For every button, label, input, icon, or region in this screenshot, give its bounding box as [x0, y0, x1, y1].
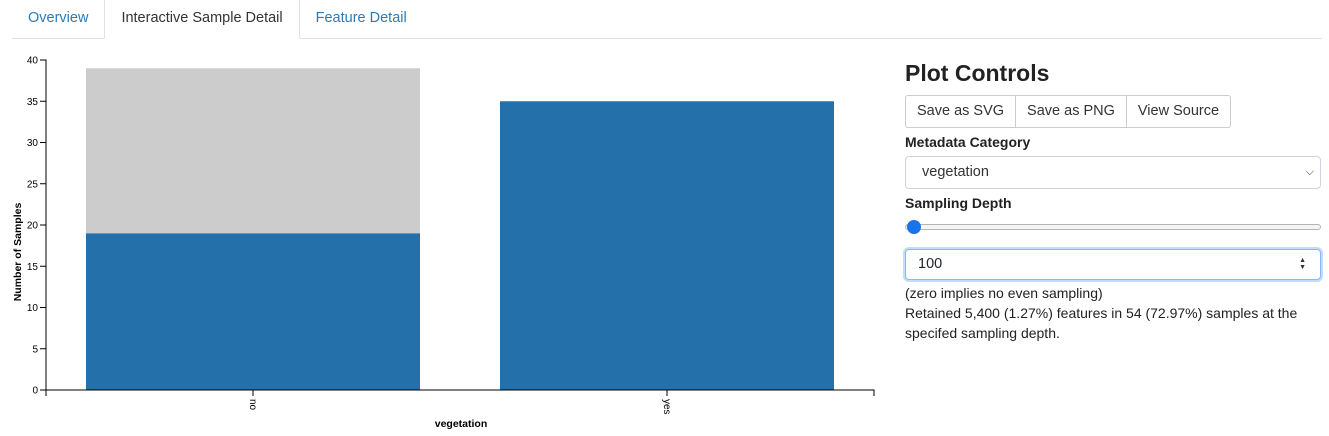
retained-summary: Retained 5,400 (1.27%) features in 54 (7…	[905, 305, 1298, 341]
y-tick-label: 35	[27, 97, 39, 108]
y-tick-label: 20	[27, 221, 39, 232]
spinner-arrows-icon[interactable]: ▲ ▼	[1299, 257, 1306, 271]
y-tick-label: 30	[27, 138, 39, 149]
y-tick-label: 25	[27, 179, 39, 190]
y-tick-label: 15	[27, 262, 39, 273]
bars-group	[86, 68, 834, 390]
x-axis: no yes	[45, 389, 875, 415]
y-tick-label: 10	[27, 303, 39, 314]
y-tick-label: 0	[32, 386, 38, 397]
view-source-button[interactable]: View Source	[1126, 95, 1232, 128]
y-axis: 0 5 10 15 20 25 30 35 40	[27, 56, 47, 397]
chevron-down-icon: ⌵	[1305, 166, 1314, 178]
x-axis-line	[45, 389, 875, 396]
sampling-depth-slider[interactable]	[905, 220, 1321, 234]
save-png-button[interactable]: Save as PNG	[1016, 95, 1127, 128]
bar-no-segment-1[interactable]	[86, 68, 420, 234]
sampling-depth-value: 100	[918, 256, 943, 272]
x-axis-title: vegetation	[435, 418, 488, 430]
x-tick-label-no: no	[247, 399, 258, 411]
bar-chart: 0 5 10 15 20 25 30 35 40 no yes Number of Samples…	[12, 56, 875, 430]
sampling-depth-label: Sampling Depth	[905, 195, 1012, 211]
tab-overview[interactable]: Overview	[28, 10, 89, 26]
metadata-category-label: Metadata Category	[905, 134, 1031, 150]
tab-bar: Overview Interactive Sample Detail Featu…	[12, 0, 1322, 39]
y-axis-title: Number of Samples	[12, 203, 24, 302]
bar-yes-segment-0[interactable]	[500, 101, 834, 390]
slider-track	[905, 224, 1321, 230]
x-tick-label-yes: yes	[661, 399, 672, 415]
tab-feature-detail[interactable]: Feature Detail	[315, 10, 407, 26]
slider-thumb[interactable]	[907, 220, 921, 234]
sampling-depth-input[interactable]: 100 ▲ ▼	[905, 249, 1321, 280]
y-tick-label: 40	[27, 56, 39, 67]
plot-controls-title: Plot Controls	[905, 60, 1050, 86]
metadata-category-select[interactable]: vegetation ⌵	[905, 156, 1321, 189]
plot-controls: Plot Controls Save as SVG Save as PNG Vi…	[905, 58, 1321, 343]
export-button-group: Save as SVG Save as PNG View Source	[905, 95, 1321, 128]
y-tick-label: 5	[32, 344, 38, 355]
metadata-category-value: vegetation	[922, 164, 989, 180]
bar-no-segment-0[interactable]	[86, 233, 420, 390]
tab-interactive-sample-detail[interactable]: Interactive Sample Detail	[104, 0, 300, 39]
save-svg-button[interactable]: Save as SVG	[905, 95, 1017, 128]
sampling-note: (zero implies no even sampling)	[905, 285, 1103, 301]
